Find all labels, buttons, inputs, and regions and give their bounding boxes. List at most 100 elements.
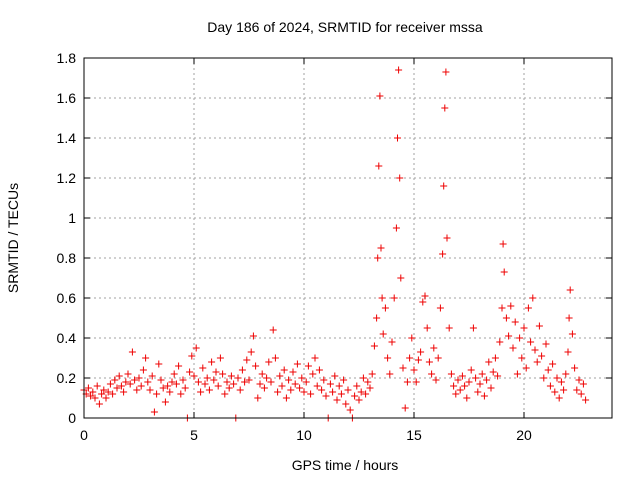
data-point [529,294,537,302]
data-point [148,372,156,380]
data-point [499,240,507,248]
x-tick-label: 5 [190,427,198,443]
data-point [544,366,552,374]
data-point [93,382,101,390]
data-point [390,294,398,302]
y-tick-label: 0.6 [57,290,77,306]
data-point [254,394,262,402]
data-point [326,380,334,388]
data-point [491,354,499,362]
data-point [296,384,304,392]
data-point [500,268,508,276]
data-point [274,388,282,396]
data-point [269,326,277,334]
data-point [458,372,466,380]
data-point [298,374,306,382]
data-point [333,396,341,404]
data-point [478,370,486,378]
data-point [396,174,404,182]
data-point [100,386,108,394]
data-point [463,394,471,402]
data-point [568,330,576,338]
data-point [370,342,378,350]
data-point [374,254,382,262]
data-point [166,388,174,396]
data-point [511,318,519,326]
data-point [271,354,279,362]
data-point [376,92,384,100]
data-point [417,348,425,356]
y-tick-label: 1 [68,210,76,226]
data-point [142,354,150,362]
data-point [219,370,227,378]
data-point [392,224,400,232]
data-point [221,390,229,398]
data-point [447,370,455,378]
y-tick-label: 1.6 [57,90,77,106]
data-point [434,354,442,362]
data-point [355,396,363,404]
data-point [258,370,266,378]
data-point [381,304,389,312]
data-point [344,386,352,394]
data-point [565,314,573,322]
data-point [535,322,543,330]
data-point [289,368,297,376]
data-point [364,378,372,386]
data-point [117,382,125,390]
data-point [520,324,528,332]
data-point [208,358,216,366]
data-point [128,348,136,356]
data-point [546,382,554,390]
data-point [414,356,422,364]
data-point [342,400,350,408]
data-point [133,386,141,394]
data-point [287,386,295,394]
tick-labels: 0 5 10 15 20 0 0.2 0.4 0.6 0.8 1 1.2 1.4 1.6 1.8 [57,50,532,443]
data-point [542,340,550,348]
data-point [566,286,574,294]
y-tick-label: 0.4 [57,330,77,346]
x-tick-label: 0 [80,427,88,443]
data-point [214,382,222,390]
y-tick-label: 1.2 [57,170,77,186]
data-point [527,338,535,346]
y-tick-label: 1.4 [57,130,77,146]
data-point [425,358,433,366]
data-point [300,388,308,396]
x-tick-label: 15 [406,427,422,443]
data-point [432,376,440,384]
data-point [205,386,213,394]
y-axis-label: SRMTID / TECUs [5,183,21,293]
data-point [430,344,438,352]
data-point [440,182,448,190]
data-point [203,374,211,382]
data-point [282,394,290,402]
data-point [188,352,196,360]
data-point [378,294,386,302]
data-point [318,386,326,394]
data-point [379,330,387,338]
data-point [472,374,480,382]
data-point [131,376,139,384]
data-point [557,378,565,386]
data-point [159,384,167,392]
data-point [322,392,330,400]
data-point [516,334,524,342]
data-point [399,364,407,372]
data-point [450,382,458,390]
data-point [181,384,189,392]
x-tick-label: 10 [296,427,312,443]
data-point [454,376,462,384]
data-point [89,388,97,396]
data-point [384,354,392,362]
data-point [280,366,288,374]
data-point [175,362,183,370]
data-point [252,362,260,370]
data-point [263,374,271,382]
data-point [362,390,370,398]
data-point [445,324,453,332]
data-point [104,388,112,396]
data-point [291,380,299,388]
data-point [469,324,477,332]
